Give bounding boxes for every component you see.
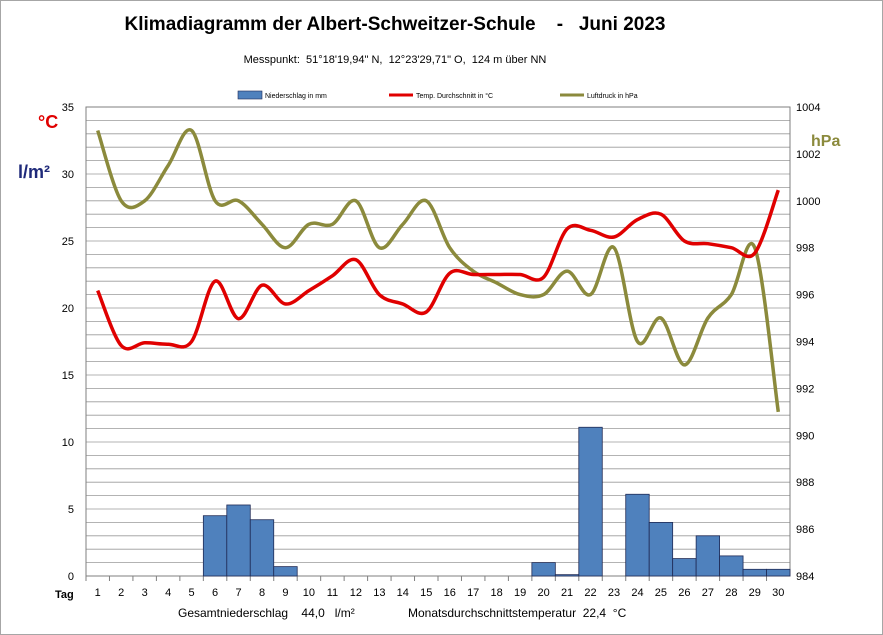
x-axis-label: Tag xyxy=(55,589,74,601)
y-right-tick-label: 996 xyxy=(796,290,814,302)
x-tick-label: 22 xyxy=(584,587,596,599)
x-tick-label: 23 xyxy=(608,587,620,599)
x-tick-label: 8 xyxy=(259,587,265,599)
x-tick-label: 27 xyxy=(702,587,714,599)
y-right-tick-label: 1004 xyxy=(796,102,820,114)
precipitation-bar xyxy=(273,566,298,577)
x-tick-label: 24 xyxy=(631,587,643,599)
chart-subtitle: Messpunkt: 51°18'19,94" N, 12°23'29,71" … xyxy=(243,54,547,66)
x-tick-label: 29 xyxy=(749,587,761,599)
precipitation-bar xyxy=(554,574,580,577)
x-tick-label: 30 xyxy=(772,587,784,599)
legend-temp-label: Temp. Durchschnitt in °C xyxy=(416,92,493,100)
y-left-tick-label: 10 xyxy=(62,437,74,449)
x-tick-label: 11 xyxy=(327,587,338,599)
x-tick-label: 7 xyxy=(235,587,241,599)
x-tick-label: 1 xyxy=(95,587,101,599)
monthly-average-temperature: Monatsdurchschnittstemperatur 22,4 °C xyxy=(408,606,627,620)
x-tick-label: 26 xyxy=(678,587,690,599)
x-tick-label: 21 xyxy=(561,587,573,599)
x-tick-label: 20 xyxy=(537,587,549,599)
x-tick-label: 19 xyxy=(514,587,526,599)
celsius-axis-unit: °C xyxy=(38,112,59,132)
y-right-tick-label: 1002 xyxy=(796,149,820,161)
x-tick-label: 16 xyxy=(444,587,456,599)
x-tick-label: 5 xyxy=(189,587,195,599)
precipitation-bar xyxy=(719,555,744,577)
legend-precip-label: Niederschlag in mm xyxy=(265,93,327,100)
y-left-tick-label: 5 xyxy=(68,504,74,516)
y-right-tick-label: 990 xyxy=(796,430,814,442)
y-left-tick-label: 15 xyxy=(62,370,74,382)
x-tick-label: 2 xyxy=(118,587,124,599)
precipitation-bar xyxy=(648,522,674,577)
precipitation-bar xyxy=(531,562,556,577)
y-left-tick-label: 30 xyxy=(62,169,74,181)
precipitation-bar xyxy=(249,519,275,577)
legend-pressure-label: Luftdruck in hPa xyxy=(587,93,638,100)
temperature-line xyxy=(96,189,780,351)
x-tick-label: 3 xyxy=(142,587,148,599)
y-left-tick-label: 25 xyxy=(62,236,74,248)
x-tick-label: 12 xyxy=(350,587,362,599)
y-left-tick-label: 20 xyxy=(62,303,74,315)
x-tick-label: 25 xyxy=(655,587,667,599)
x-tick-label: 15 xyxy=(420,587,432,599)
x-tick-label: 18 xyxy=(491,587,503,599)
x-tick-label: 6 xyxy=(212,587,218,599)
precipitation-bar xyxy=(625,493,650,577)
y-right-tick-label: 992 xyxy=(796,383,814,395)
precipitation-bar xyxy=(226,504,251,577)
x-tick-label: 14 xyxy=(397,587,409,599)
pressure-axis-unit: hPa xyxy=(811,133,841,150)
precip-axis-unit: l/m² xyxy=(18,162,51,182)
x-tick-label: 10 xyxy=(303,587,315,599)
precipitation-bar xyxy=(578,426,603,577)
y-right-tick-label: 986 xyxy=(796,524,814,536)
x-tick-label: 28 xyxy=(725,587,737,599)
y-right-tick-label: 994 xyxy=(796,337,814,349)
x-tick-label: 13 xyxy=(373,587,385,599)
legend-precip-swatch xyxy=(237,90,263,100)
y-right-tick-label: 988 xyxy=(796,477,814,489)
y-right-tick-label: 998 xyxy=(796,243,814,255)
precipitation-bar xyxy=(766,568,791,577)
pressure-line xyxy=(96,128,781,413)
y-right-tick-label: 984 xyxy=(796,571,814,583)
chart-title: Klimadiagramm der Albert-Schweitzer-Schu… xyxy=(124,14,666,35)
total-precipitation: Gesamtniederschlag 44,0 l/m² xyxy=(178,606,355,620)
x-tick-label: 9 xyxy=(282,587,288,599)
y-left-tick-label: 0 xyxy=(68,571,74,583)
precipitation-bar xyxy=(742,568,767,577)
x-tick-label: 4 xyxy=(165,587,171,599)
y-left-tick-label: 35 xyxy=(62,102,74,114)
y-right-tick-label: 1000 xyxy=(796,196,820,208)
precipitation-bar xyxy=(202,515,228,577)
x-tick-label: 17 xyxy=(467,587,479,599)
precipitation-bar xyxy=(672,558,697,577)
precipitation-bar xyxy=(695,535,721,577)
